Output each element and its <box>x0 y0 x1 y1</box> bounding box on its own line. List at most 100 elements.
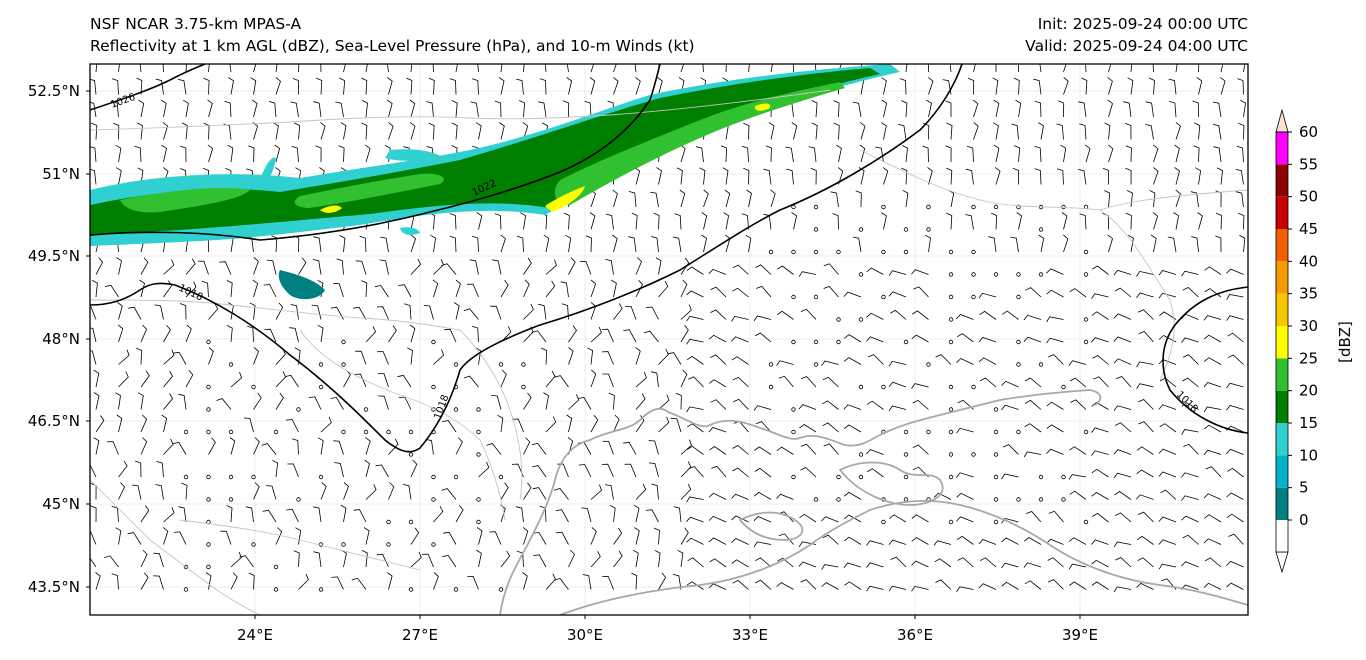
wind-barb <box>1240 99 1246 118</box>
wind-barb <box>686 445 704 455</box>
wind-barb <box>163 324 171 343</box>
wind-barb <box>563 212 570 230</box>
wind-barb <box>731 336 749 343</box>
wind-barb <box>590 369 597 388</box>
wind-barb <box>978 336 997 343</box>
wind-barb <box>402 484 412 500</box>
wind-barb-calm <box>948 317 954 322</box>
wind-barb <box>724 189 731 208</box>
wind-barb <box>946 167 953 185</box>
wind-barb-calm <box>386 542 391 547</box>
wind-barb <box>881 99 888 118</box>
wind-barb <box>1136 535 1154 545</box>
wind-barb <box>1023 537 1042 545</box>
wind-barb <box>843 562 862 569</box>
wind-barb <box>1226 560 1244 568</box>
wind-barb-calm <box>993 452 999 457</box>
wind-barb <box>543 234 550 253</box>
wind-barb <box>467 283 479 298</box>
wind-barb <box>1107 99 1113 118</box>
wind-barb <box>1204 266 1222 275</box>
wind-barb <box>965 168 974 185</box>
wind-barb-calm <box>858 227 864 232</box>
wind-barb <box>945 100 952 117</box>
wind-barb <box>844 334 862 343</box>
wind-barb <box>287 463 299 478</box>
wind-barb <box>1046 538 1064 545</box>
wind-barb <box>633 504 640 523</box>
wind-barb <box>365 64 368 73</box>
wind-barb <box>1226 382 1244 389</box>
wind-barb <box>1182 377 1199 388</box>
wind-barb-calm <box>971 204 976 210</box>
wind-barb <box>1226 294 1244 300</box>
wind-barb <box>313 236 322 253</box>
wind-barb <box>155 78 164 95</box>
wind-barb-calm <box>768 249 774 255</box>
wind-barb <box>635 347 641 365</box>
wind-barb-calm <box>768 384 774 390</box>
lat-tick-label: 45°N <box>42 495 80 513</box>
wind-barb <box>410 551 422 568</box>
wind-barb <box>745 234 752 253</box>
colorbar-tick-label: 15 <box>1299 414 1318 432</box>
wind-barb <box>491 395 502 410</box>
wind-barb <box>733 398 749 410</box>
wind-barb-calm <box>296 497 301 502</box>
wind-barb <box>1220 77 1226 95</box>
wind-barb <box>111 505 119 523</box>
wind-barb <box>1169 101 1177 118</box>
wind-barb <box>913 286 929 298</box>
wind-barb-calm <box>881 204 886 210</box>
wind-barb <box>463 375 479 388</box>
wind-barb-calm <box>273 429 279 435</box>
wind-barb <box>229 437 236 455</box>
wind-barb <box>798 404 817 410</box>
wind-barb <box>132 484 142 500</box>
wind-barb-calm <box>228 497 234 502</box>
wind-barb <box>1197 212 1203 230</box>
wind-barb <box>433 506 444 523</box>
wind-barb <box>387 64 389 73</box>
wind-barb <box>1070 399 1087 410</box>
wind-barb <box>680 527 689 545</box>
wind-barb <box>590 527 597 545</box>
wind-barb-calm <box>926 227 931 232</box>
wind-barb <box>934 558 952 568</box>
wind-barb <box>243 417 254 433</box>
wind-barb <box>1102 167 1110 185</box>
wind-barb-calm <box>431 497 436 502</box>
wind-barb <box>1226 268 1244 275</box>
wind-barb <box>1227 467 1244 478</box>
wind-barb <box>172 442 187 455</box>
wind-barb-calm <box>431 384 436 390</box>
borders <box>90 89 1248 615</box>
wind-barb <box>1063 77 1069 95</box>
wind-barb <box>1226 315 1244 321</box>
wind-barb <box>1024 580 1042 590</box>
wind-barb <box>455 437 463 455</box>
wind-barb <box>1136 469 1154 478</box>
wind-barb <box>294 347 301 365</box>
wind-barb <box>136 77 143 95</box>
wind-barb-calm <box>858 317 864 322</box>
wind-barb-calm <box>453 587 459 592</box>
wind-barb <box>635 371 647 388</box>
wind-barb <box>1024 377 1042 388</box>
lat-tick-label: 46.5°N <box>28 412 80 430</box>
wind-barb <box>380 236 389 253</box>
wind-barb <box>687 557 704 568</box>
wind-barb <box>422 553 434 568</box>
colorbar-segment <box>1276 132 1288 165</box>
wind-barb-calm <box>251 474 256 480</box>
wind-barb <box>1220 64 1224 73</box>
wind-barb <box>155 484 164 500</box>
wind-barb <box>226 280 233 298</box>
wind-barb <box>298 64 300 73</box>
wind-barb <box>1001 473 1019 480</box>
wind-barb <box>1115 422 1132 433</box>
wind-barb <box>925 234 931 253</box>
wind-barb <box>1001 581 1019 590</box>
wind-barb <box>137 122 143 140</box>
wind-barb <box>239 555 254 568</box>
